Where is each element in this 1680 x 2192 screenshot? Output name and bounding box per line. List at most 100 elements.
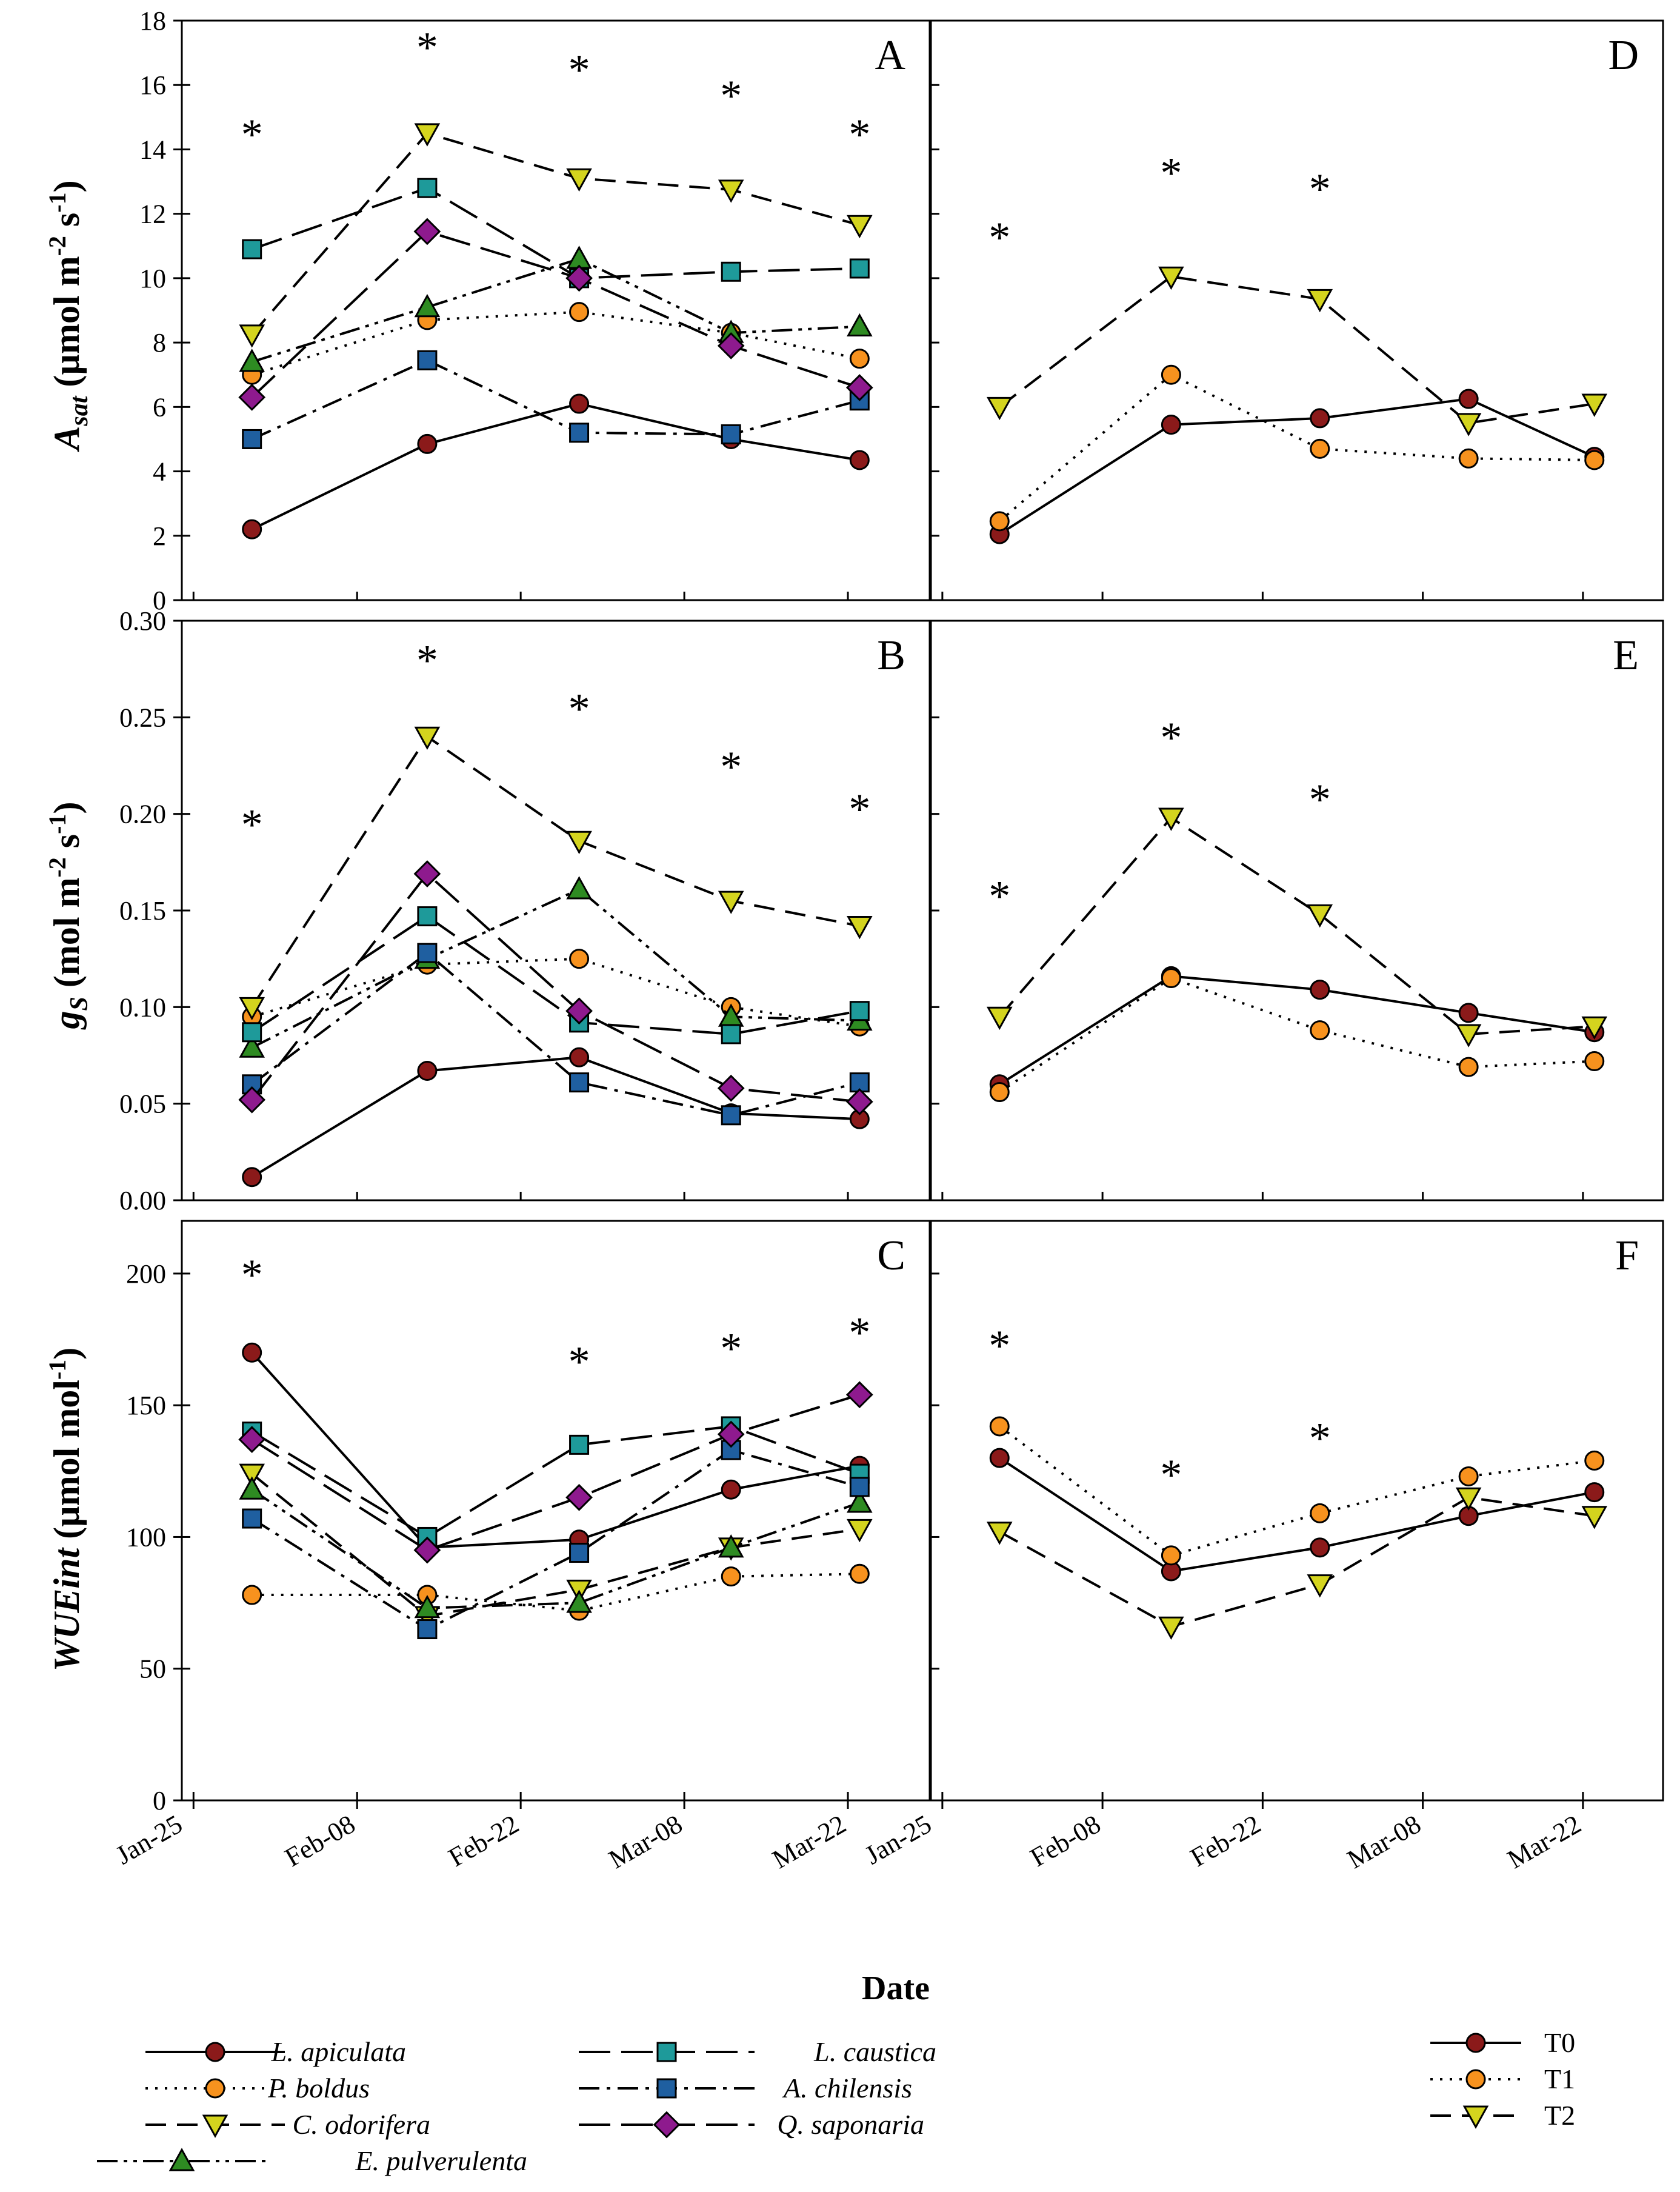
y-tick-label: 0 xyxy=(153,1786,166,1816)
data-point xyxy=(986,396,1013,421)
data-point xyxy=(417,906,438,927)
data-point xyxy=(989,1448,1010,1468)
data-point xyxy=(569,1543,590,1563)
data-point xyxy=(847,1489,873,1513)
data-point xyxy=(1161,968,1181,989)
series-t0 xyxy=(989,1448,1605,1582)
significance-star: * xyxy=(988,213,1010,262)
data-point xyxy=(721,1024,741,1044)
data-point xyxy=(242,519,262,540)
data-point xyxy=(1458,1057,1479,1077)
y-tick-label: 4 xyxy=(153,457,166,487)
data-point xyxy=(849,349,870,369)
series-line xyxy=(999,977,1595,1094)
data-point xyxy=(989,1416,1010,1437)
data-point xyxy=(417,350,438,370)
data-point xyxy=(242,1508,262,1529)
y-tick-label: 14 xyxy=(139,135,166,164)
y-tick-label: 200 xyxy=(126,1259,166,1289)
data-point xyxy=(1584,1051,1605,1072)
data-point xyxy=(414,293,441,318)
significance-star: * xyxy=(568,684,590,733)
y-tick-label: 0.10 xyxy=(119,992,166,1022)
legend-entry: L. apiculata xyxy=(145,2036,406,2067)
legend-marker xyxy=(1465,2069,1486,2090)
significance-star: * xyxy=(988,872,1010,921)
series-t1 xyxy=(989,364,1605,532)
data-point xyxy=(849,1563,870,1584)
data-point xyxy=(569,1047,590,1068)
legend-entry: T2 xyxy=(1430,2100,1575,2131)
data-point xyxy=(242,1022,262,1043)
data-point xyxy=(721,1566,741,1587)
series-t1 xyxy=(989,968,1605,1103)
series-q-saponaria xyxy=(238,1381,873,1564)
data-point xyxy=(565,264,593,292)
data-point xyxy=(849,1477,870,1497)
data-point xyxy=(717,332,745,359)
data-point xyxy=(1307,289,1333,313)
data-point xyxy=(417,1619,438,1640)
legend-marker xyxy=(1465,2033,1486,2053)
significance-star: * xyxy=(568,46,590,95)
series-t2 xyxy=(986,266,1608,436)
legend-entry: Q. saponaria xyxy=(579,2109,924,2140)
significance-star: * xyxy=(988,1322,1010,1370)
y-tick-label: 0.30 xyxy=(119,606,166,636)
data-point xyxy=(413,860,441,887)
data-point xyxy=(242,1585,262,1605)
panel-letter: A xyxy=(875,32,905,79)
data-point xyxy=(845,374,873,401)
significance-star: * xyxy=(848,1309,870,1357)
data-point xyxy=(1161,1545,1181,1566)
data-point xyxy=(986,1006,1013,1031)
data-point xyxy=(414,123,441,147)
series-t2 xyxy=(986,807,1608,1048)
y-tick-label: 100 xyxy=(126,1522,166,1552)
data-point xyxy=(566,168,592,192)
data-point xyxy=(849,1001,870,1021)
legend-label: A. chilensis xyxy=(782,2073,912,2103)
data-point xyxy=(1455,1024,1482,1048)
series-line xyxy=(998,373,1595,523)
data-point xyxy=(721,1479,741,1500)
significance-star: * xyxy=(848,110,870,159)
data-point xyxy=(414,1594,441,1619)
data-point xyxy=(565,997,593,1025)
legend-entry: E. pulverulenta xyxy=(97,2145,527,2176)
series-line xyxy=(998,816,1595,1035)
panel-frame xyxy=(930,19,1664,601)
y-tick-label: 50 xyxy=(139,1654,166,1684)
legend-label: P. boldus xyxy=(267,2073,370,2103)
data-point xyxy=(239,1463,265,1488)
data-point xyxy=(239,997,265,1021)
ylabel-asat: Asat (µmol m-2 s-1) xyxy=(44,180,93,452)
data-point xyxy=(569,393,590,414)
data-point xyxy=(1158,807,1184,831)
data-point xyxy=(847,915,873,940)
legend-label: T1 xyxy=(1544,2063,1575,2094)
y-tick-label: 0.20 xyxy=(119,800,166,829)
data-point xyxy=(417,178,438,198)
series-t2 xyxy=(986,1487,1608,1640)
data-point xyxy=(1310,980,1330,1000)
significance-star: * xyxy=(720,743,742,791)
data-point xyxy=(718,891,744,914)
legend-entry: T1 xyxy=(1430,2063,1575,2094)
y-tick-label: 0.25 xyxy=(119,703,166,732)
legend-label: L. caustica xyxy=(813,2036,936,2067)
data-point xyxy=(845,1088,873,1115)
ylabel-wue: WUEint (µmol mol-1) xyxy=(44,1348,87,1672)
significance-star: * xyxy=(1160,149,1182,198)
data-point xyxy=(849,258,870,279)
data-point xyxy=(569,302,590,322)
y-tick-label: 6 xyxy=(153,392,166,422)
data-point xyxy=(849,450,870,470)
panel-letter: E xyxy=(1613,632,1639,679)
data-point xyxy=(566,830,592,855)
legend-entry: T0 xyxy=(1430,2027,1575,2058)
data-point xyxy=(1584,1482,1605,1503)
data-point xyxy=(845,1381,873,1409)
data-point xyxy=(847,1519,873,1543)
legend-marker xyxy=(656,2078,677,2099)
